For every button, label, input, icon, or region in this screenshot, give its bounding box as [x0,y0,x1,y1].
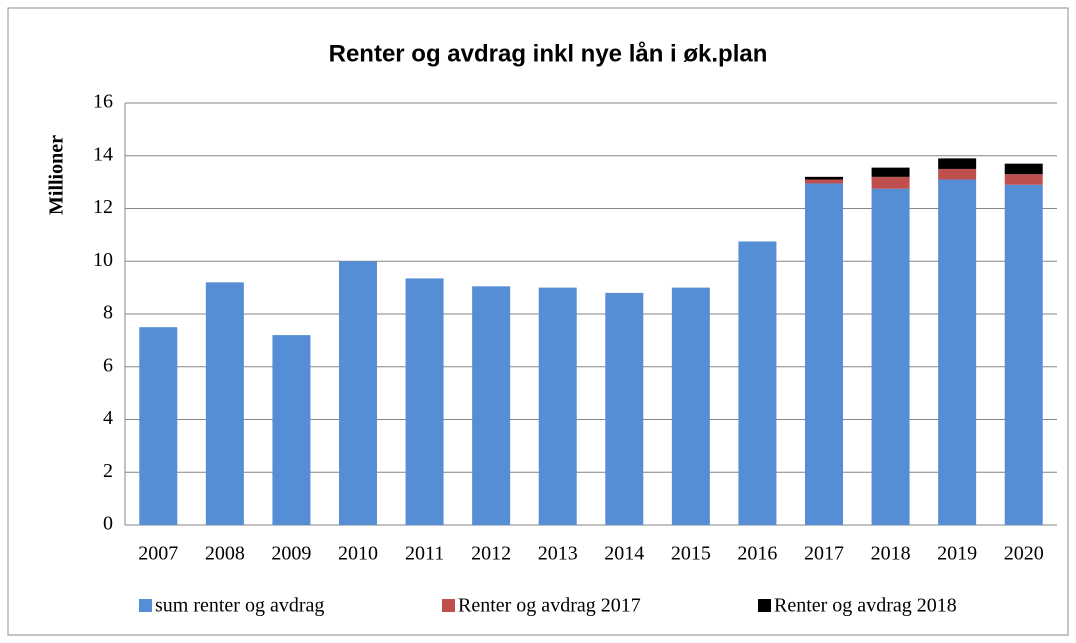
bar-segment [272,335,311,525]
legend-label: Renter og avdrag 2018 [774,595,957,617]
x-tick-label: 2010 [338,543,378,565]
bar-segment [805,183,843,525]
x-tick-label: 2020 [1004,543,1044,565]
bar-segment [1004,163,1043,175]
y-tick-label: 4 [103,407,113,429]
bar-segment [205,282,244,525]
y-tick-label: 2 [103,460,113,482]
bar-segment [871,188,910,525]
bar-segment [605,292,644,525]
x-tick-label: 2015 [671,543,711,565]
legend-swatch [758,599,771,612]
bar-segment [139,327,178,525]
x-tick-label: 2013 [538,543,578,565]
x-tick-label: 2017 [804,543,844,565]
legend-label: sum renter og avdrag [155,595,324,617]
bar-segment [738,241,777,525]
x-tick-label: 2012 [471,543,511,565]
y-tick-label: 16 [93,91,113,113]
legend-swatch [139,599,152,612]
bar-segment [1004,174,1043,185]
x-tick-label: 2011 [405,543,444,565]
legend-label: Renter og avdrag 2017 [458,595,641,617]
x-tick-label: 2018 [871,543,911,565]
bar-segment [538,287,577,525]
y-tick-label: 8 [103,302,113,324]
bar-segment [671,287,710,525]
legend-swatch [442,599,455,612]
bar-segment [805,176,843,180]
bar-segment [938,158,977,169]
x-tick-label: 2007 [138,543,178,565]
x-tick-label: 2014 [604,543,644,565]
bar-segment [805,179,843,184]
bar-segment [871,167,910,177]
bar-segment [472,286,511,525]
bar-segment [339,261,377,525]
x-tick-label: 2008 [205,543,245,565]
bar-segment [938,179,977,526]
y-axis-label: Millioner [46,135,68,215]
bar-segment [1004,184,1043,525]
x-tick-label: 2016 [737,543,777,565]
x-tick-label: 2009 [271,543,311,565]
y-tick-label: 12 [93,196,113,218]
bar-segment [871,176,910,189]
x-tick-label: 2019 [937,543,977,565]
y-tick-label: 10 [93,249,113,271]
y-tick-label: 6 [103,354,113,376]
bar-segment [938,168,977,180]
y-tick-label: 0 [103,513,113,535]
bar-segment [405,278,444,525]
chart-title: Renter og avdrag inkl nye lån i øk.plan [329,40,768,67]
y-tick-label: 14 [93,143,113,165]
